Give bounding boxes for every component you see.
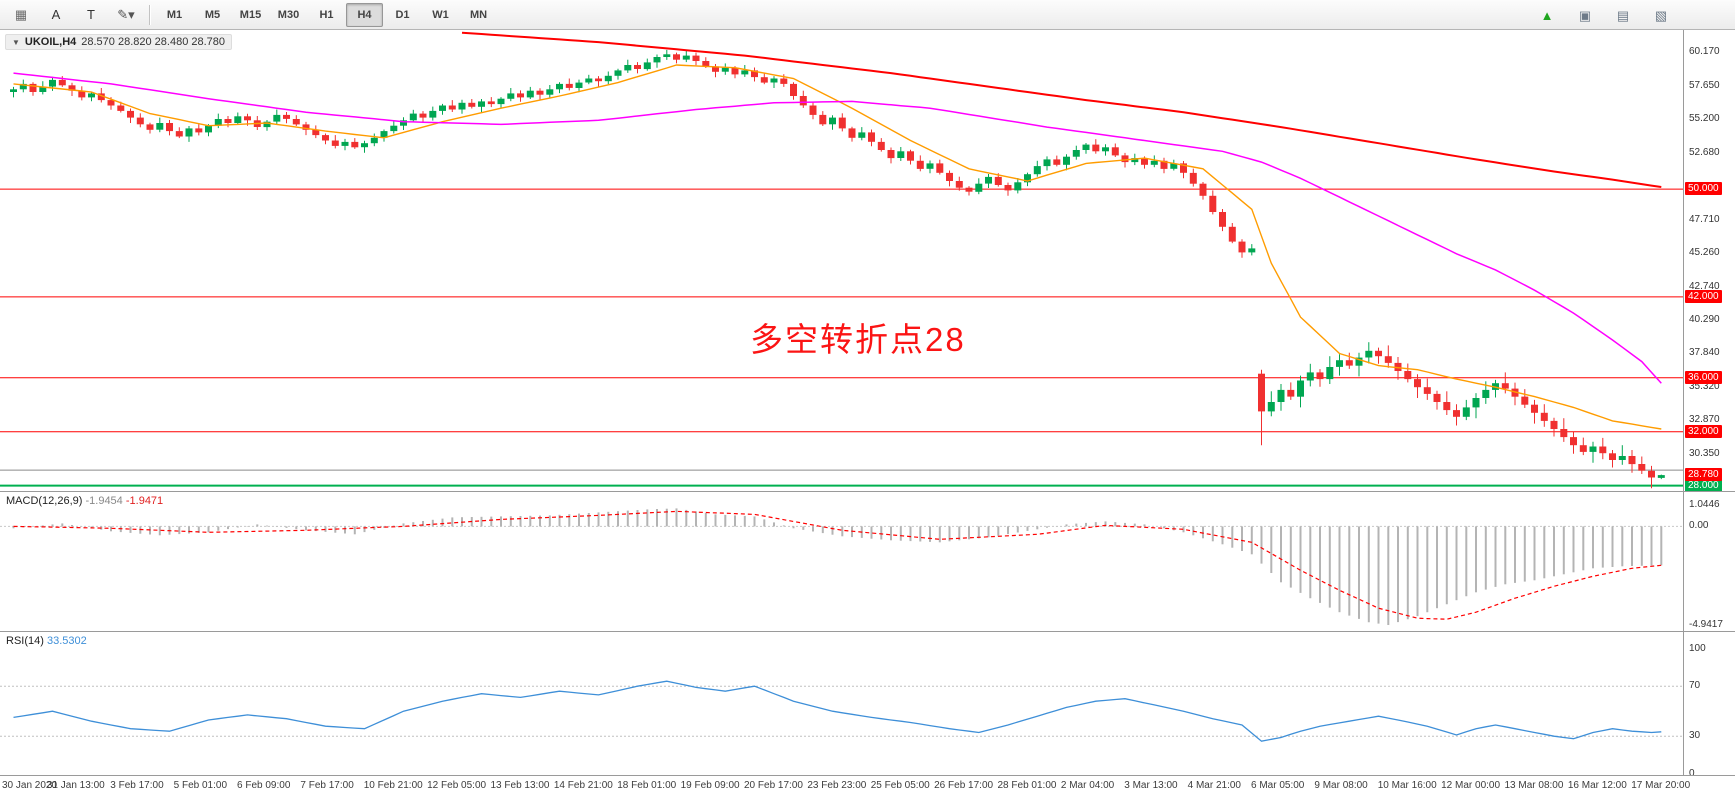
price-level-badge: 28.000: [1685, 478, 1722, 491]
axis-tick-label: 100: [1689, 642, 1706, 654]
time-tick-label: 16 Mar 12:00: [1567, 780, 1627, 791]
toolbar-separator: [149, 4, 150, 25]
window-toolbar: ▲ ▣ ▤ ▧: [1530, 0, 1678, 30]
draw-tools-icon[interactable]: ✎▾: [117, 7, 135, 22]
time-tick-label: 20 Feb 17:00: [744, 780, 803, 791]
timeframe-w1[interactable]: W1: [432, 8, 449, 21]
axis-tick-label: 47.710: [1689, 213, 1720, 225]
timeframes-toolbar: M1 M5 M15 M30 H1 H4 D1 W1 MN: [156, 2, 497, 27]
time-tick-label: 9 Mar 08:00: [1314, 780, 1368, 791]
axis-tick-label: 37.840: [1689, 346, 1720, 358]
time-tick-label: 13 Feb 13:00: [490, 780, 550, 791]
time-tick-label: 4 Mar 21:00: [1187, 780, 1241, 791]
time-tick-label: 17 Mar 20:00: [1631, 780, 1691, 791]
axis-tick-label: 35.320: [1689, 380, 1720, 392]
cascade-windows-icon[interactable]: ▧: [1654, 7, 1668, 23]
main-chart-panel: 60.170 57.650 55.200 52.680 47.710 45.260 42.7…: [0, 30, 1735, 492]
price-level-badge: 42.000: [1685, 289, 1722, 303]
chart-symbol-label: ▼ UKOIL,H4 28.570 28.820 28.480 28.780: [5, 34, 233, 50]
timeframe-m30[interactable]: M30: [277, 8, 300, 21]
text-tool-icon[interactable]: A: [51, 7, 61, 22]
time-tick-label: 12 Mar 00:00: [1441, 780, 1501, 791]
axis-tick-label: 45.260: [1689, 246, 1720, 258]
one-click-trading-toggle[interactable]: ▼: [12, 37, 20, 47]
macd-signal-value: -1.9471: [125, 495, 164, 507]
time-tick-label: 19 Feb 09:00: [680, 780, 740, 791]
time-tick-label: 25 Feb 05:00: [870, 780, 930, 791]
time-tick-label: 2 Mar 04:00: [1060, 780, 1115, 791]
time-tick-label: 14 Feb 21:00: [553, 780, 613, 791]
price-level-badge: 32.000: [1685, 424, 1722, 438]
time-tick-label: 3 Mar 13:00: [1124, 780, 1178, 791]
time-tick-label: 13 Mar 08:00: [1504, 780, 1564, 791]
time-axis[interactable]: 30 Jan 2020 31 Jan 13:00 3 Feb 17:00 5 Feb …: [0, 776, 1735, 797]
macd-value: -1.9454: [85, 495, 123, 507]
time-tick-label: 31 Jan 13:00: [46, 780, 105, 791]
axis-tick-label: -4.9417: [1689, 619, 1723, 631]
time-tick-label: 30 Jan 2020: [2, 780, 58, 791]
axis-tick-label: 70: [1689, 680, 1701, 692]
macd-plot[interactable]: [0, 492, 1683, 631]
ohlc-readout: 28.570 28.820 28.480 28.780: [81, 36, 226, 48]
chart-window-icon[interactable]: ▣: [1578, 7, 1592, 23]
axis-tick-label: 0.00: [1689, 520, 1709, 532]
time-tick-label: 12 Feb 05:00: [427, 780, 487, 791]
time-tick-label: 5 Feb 01:00: [173, 780, 227, 791]
time-tick-label: 28 Feb 01:00: [997, 780, 1057, 791]
rsi-label: RSI(14) 33.5302: [6, 635, 87, 647]
axis-tick-label: 42.740: [1689, 280, 1720, 292]
axis-tick-label: 60.170: [1689, 45, 1720, 57]
rsi-plot[interactable]: [0, 632, 1683, 775]
time-tick-label: 23 Feb 23:00: [807, 780, 867, 791]
new-order-icon[interactable]: ▲: [1540, 7, 1554, 23]
main-chart-plot[interactable]: [0, 30, 1683, 491]
axis-tick-label: 0: [1689, 767, 1695, 776]
time-tick-label: 26 Feb 17:00: [934, 780, 994, 791]
axis-tick-label: 57.650: [1689, 79, 1720, 91]
price-axis[interactable]: 60.170 57.650 55.200 52.680 47.710 45.260 42.7…: [1683, 30, 1735, 491]
time-tick-label: 18 Feb 01:00: [617, 780, 677, 791]
rsi-value: 33.5302: [46, 635, 87, 647]
time-tick-label: 3 Feb 17:00: [110, 780, 164, 791]
timeframe-mn[interactable]: MN: [469, 8, 488, 21]
macd-label: MACD(12,26,9) -1.9454 -1.9471: [6, 495, 164, 507]
axis-tick-label: 32.870: [1689, 413, 1720, 425]
price-level-badge: 28.780: [1685, 468, 1722, 482]
rsi-axis[interactable]: 100 70 30 0: [1683, 632, 1735, 775]
time-tick-label: 7 Feb 17:00: [300, 780, 354, 791]
time-tick-label: 10 Mar 16:00: [1377, 780, 1437, 791]
toolbar: ▦ A T ✎▾ M1 M5 M15 M30 H1 H4 D1 W1 MN ▲ ▣ ▤ ▧: [0, 0, 1735, 30]
tile-windows-icon[interactable]: ▤: [1616, 7, 1630, 23]
macd-panel: 1.0446 0.00 -4.9417 MACD(12,26,9) -1.9454 …: [0, 492, 1735, 632]
axis-tick-label: 52.680: [1689, 146, 1720, 158]
timeframe-h1[interactable]: H1: [319, 8, 334, 21]
axis-tick-label: 1.0446: [1689, 499, 1720, 511]
symbol-period-label: UKOIL,H4: [24, 36, 77, 48]
price-level-badge: 36.000: [1685, 370, 1722, 384]
timeframe-m1[interactable]: M1: [166, 8, 183, 21]
crosshair-grid-icon[interactable]: ▦: [14, 7, 28, 22]
timeframe-d1[interactable]: D1: [395, 8, 410, 21]
time-tick-label: 6 Mar 05:00: [1251, 780, 1305, 791]
timeframe-h4[interactable]: H4: [346, 2, 383, 27]
annotation-text[interactable]: 多空转折点28: [750, 321, 966, 358]
axis-tick-label: 30: [1689, 730, 1701, 742]
price-level-badge: 50.000: [1685, 182, 1722, 196]
timeframe-m15[interactable]: M15: [239, 8, 262, 21]
time-tick-label: 10 Feb 21:00: [363, 780, 423, 791]
text-label-tool-icon[interactable]: T: [87, 7, 95, 22]
axis-tick-label: 30.350: [1689, 447, 1720, 459]
time-tick-label: 6 Feb 09:00: [237, 780, 291, 791]
line-studies-toolbar: ▦ A T ✎▾: [4, 3, 143, 27]
axis-tick-label: 55.200: [1689, 112, 1720, 124]
macd-axis[interactable]: 1.0446 0.00 -4.9417: [1683, 492, 1735, 631]
axis-tick-label: 40.290: [1689, 313, 1720, 325]
rsi-panel: 100 70 30 0 RSI(14) 33.5302: [0, 632, 1735, 776]
timeframe-m5[interactable]: M5: [204, 8, 221, 21]
